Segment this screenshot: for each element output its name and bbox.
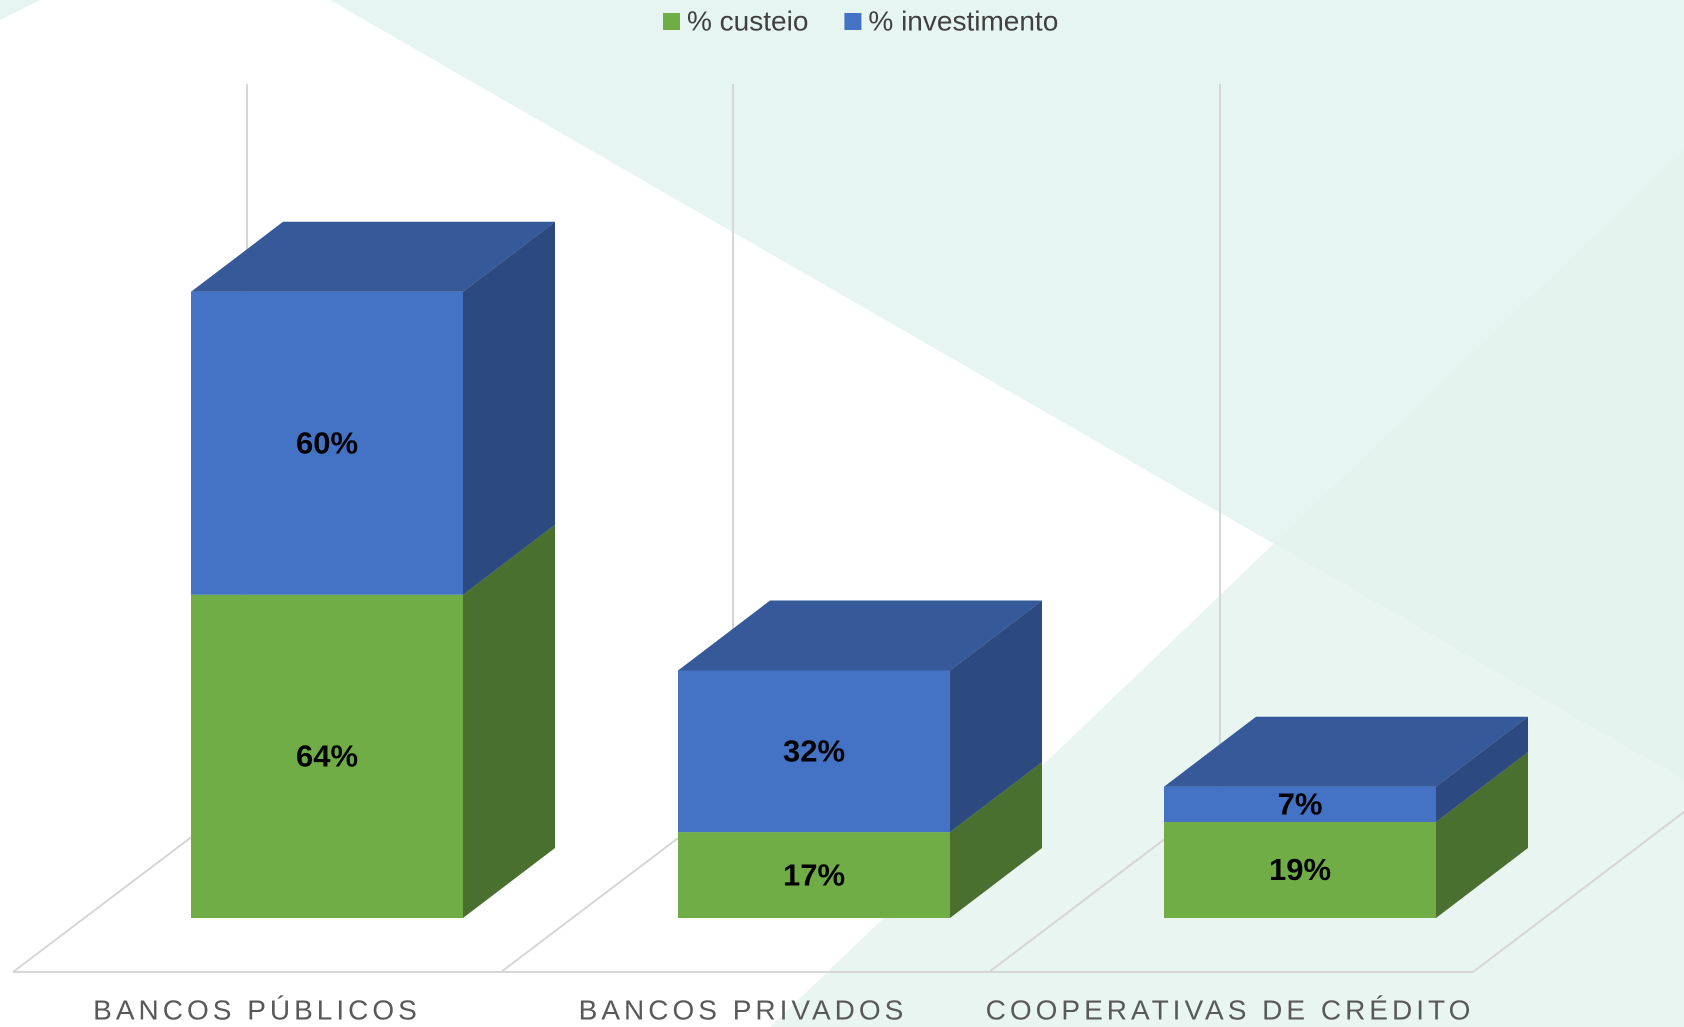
- bar-side: [1436, 752, 1528, 918]
- bar-segment: [1164, 752, 1528, 918]
- legend-swatch: [844, 13, 862, 30]
- x-tick-label: COOPERATIVAS DE CRÉDITO: [986, 994, 1475, 1025]
- data-label: 19%: [1269, 852, 1331, 887]
- bar-top: [1164, 716, 1528, 787]
- bar-front: [1164, 822, 1436, 918]
- bar-side: [950, 600, 1042, 833]
- data-label: 32%: [783, 734, 845, 769]
- bar-segment: [678, 600, 1042, 833]
- bar-segment: [1164, 716, 1528, 823]
- bar-side: [463, 524, 555, 918]
- legend-label: % investimento: [868, 5, 1058, 36]
- bar-side: [950, 762, 1042, 918]
- x-tick-label: BANCOS PÚBLICOS: [93, 994, 421, 1025]
- bar-front: [191, 291, 463, 595]
- data-label: 64%: [296, 739, 358, 774]
- data-label: 7%: [1278, 787, 1323, 822]
- data-label: 60%: [296, 425, 358, 460]
- background-shape: [0, 0, 40, 20]
- bar-front: [1164, 786, 1436, 823]
- data-label: 17%: [783, 857, 845, 892]
- bar-side: [1436, 716, 1528, 823]
- bar-top: [191, 221, 555, 292]
- bar-side: [463, 221, 555, 595]
- bar-segment: [678, 762, 1042, 918]
- bar-front: [678, 832, 950, 918]
- x-tick-label: BANCOS PRIVADOS: [579, 994, 908, 1025]
- legend-swatch: [663, 13, 680, 30]
- bar-segment: [191, 221, 555, 595]
- legend-label: % custeio: [687, 5, 808, 36]
- bar-top: [678, 600, 1042, 671]
- bar-front: [191, 594, 463, 918]
- bar-front: [678, 670, 950, 833]
- bar-segment: [191, 524, 555, 918]
